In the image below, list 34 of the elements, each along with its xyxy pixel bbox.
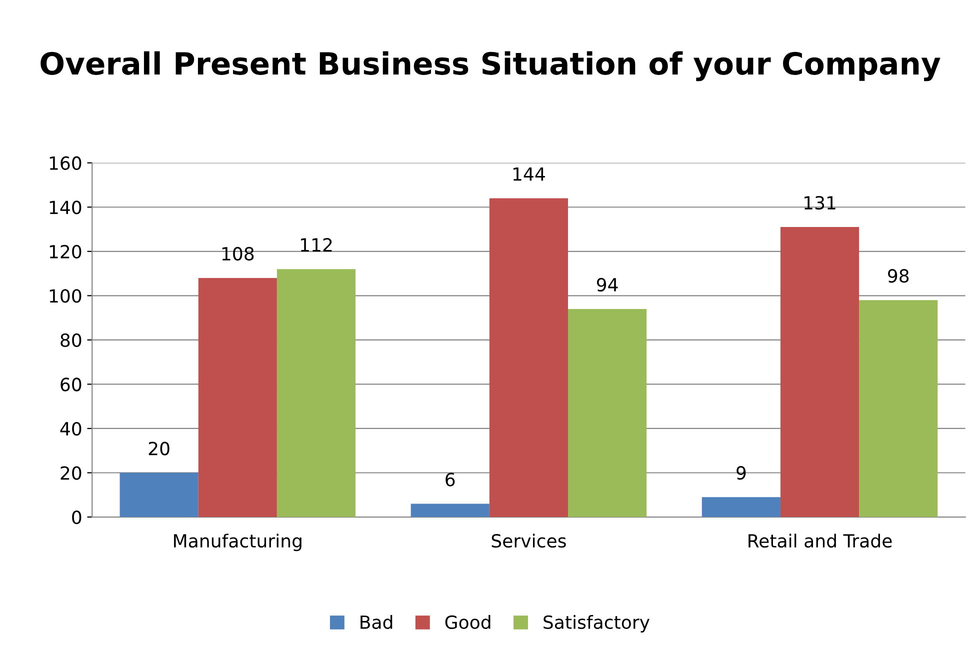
y-tick-label: 140 — [50, 200, 82, 214]
data-label: 98 — [888, 269, 909, 283]
bar — [859, 300, 938, 518]
x-tick-label: Retail and Trade — [748, 534, 892, 548]
y-tick-label: 40 — [60, 422, 82, 436]
bar — [489, 198, 568, 518]
data-label: 20 — [148, 442, 170, 456]
x-tick-label: Manufacturing — [174, 534, 302, 552]
data-label: 144 — [513, 167, 545, 181]
data-label: 9 — [736, 466, 746, 480]
legend-label: Good — [445, 615, 490, 630]
data-label: 131 — [804, 196, 836, 210]
bar — [276, 269, 356, 518]
y-tick-label: 160 — [50, 156, 82, 170]
data-label: 112 — [300, 238, 332, 252]
data-label: 94 — [596, 278, 618, 292]
bar — [120, 472, 198, 518]
bar — [410, 504, 490, 518]
y-tick-label: 120 — [50, 244, 82, 259]
bar — [198, 278, 277, 518]
data-label: 6 — [446, 472, 455, 486]
y-tick-label: 20 — [60, 466, 82, 480]
data-label: 108 — [222, 246, 254, 261]
legend-label: Satisfactory — [544, 615, 650, 633]
bar — [568, 308, 647, 518]
chart-title: Overall Present Business Situation of your Company — [40, 51, 940, 82]
y-tick-label: 0 — [72, 510, 82, 524]
legend-label: Bad — [360, 615, 392, 630]
y-tick-label: 100 — [50, 289, 82, 303]
bar — [780, 227, 860, 518]
bar — [702, 497, 780, 518]
y-tick-label: 80 — [60, 333, 82, 348]
y-tick-label: 60 — [60, 378, 82, 392]
x-tick-label: Services — [492, 534, 566, 548]
